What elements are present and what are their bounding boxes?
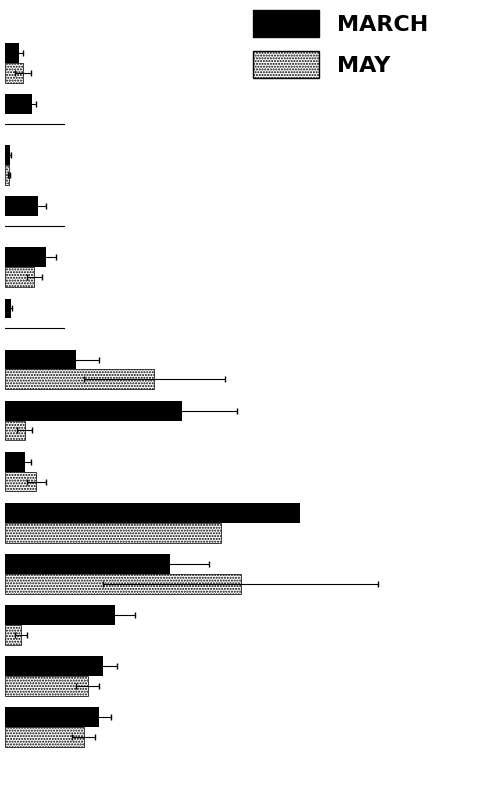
Bar <box>5 707 99 727</box>
Bar <box>5 554 170 574</box>
Bar <box>5 656 103 676</box>
Bar <box>5 472 36 491</box>
Bar <box>5 145 9 165</box>
Bar <box>5 165 9 185</box>
Bar <box>5 401 182 420</box>
Bar <box>5 452 25 472</box>
Bar <box>5 420 25 440</box>
Bar <box>5 574 241 593</box>
Bar <box>5 605 115 625</box>
Bar <box>5 727 83 747</box>
Bar <box>5 247 46 267</box>
Legend: MARCH, MAY: MARCH, MAY <box>246 3 435 85</box>
Bar <box>5 267 34 287</box>
Bar <box>5 370 155 389</box>
Bar <box>5 94 32 114</box>
Bar <box>5 43 19 63</box>
Bar <box>5 197 38 216</box>
Bar <box>5 63 23 83</box>
Bar <box>5 299 11 318</box>
Bar <box>5 625 21 645</box>
Bar <box>5 676 87 696</box>
Bar <box>5 523 221 543</box>
Bar <box>5 503 300 523</box>
Bar <box>5 350 76 370</box>
